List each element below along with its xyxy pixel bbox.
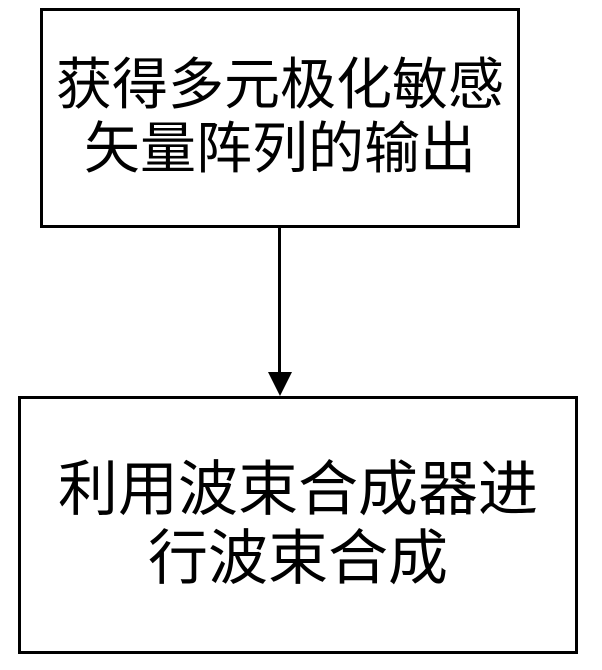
flowchart-node-node2: 利用波束合成器进行波束合成: [18, 396, 578, 654]
flowchart-node-label: 利用波束合成器进行波束合成: [33, 456, 563, 594]
flowchart-edge-arrowhead: [268, 372, 292, 396]
flowchart-node-label: 获得多元极化敏感矢量阵列的输出: [55, 54, 505, 183]
flowchart-node-node1: 获得多元极化敏感矢量阵列的输出: [40, 8, 520, 228]
flowchart-edge-line: [278, 228, 281, 374]
